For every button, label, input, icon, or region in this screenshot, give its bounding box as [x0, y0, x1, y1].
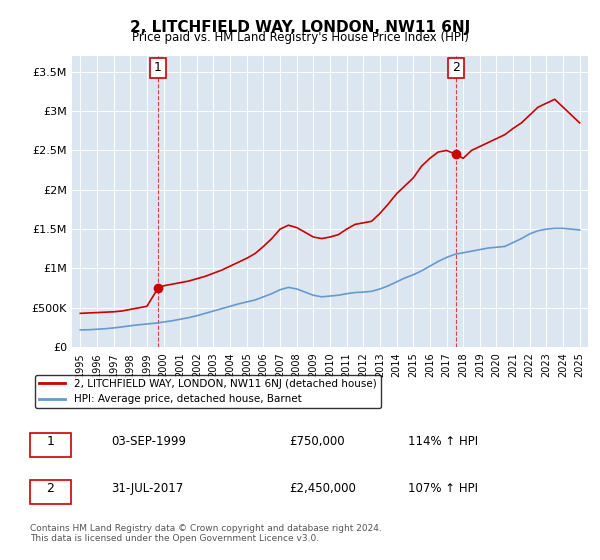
Text: 1: 1 [154, 61, 162, 74]
Text: Contains HM Land Registry data © Crown copyright and database right 2024.
This d: Contains HM Land Registry data © Crown c… [30, 524, 382, 543]
Text: 114% ↑ HPI: 114% ↑ HPI [408, 435, 478, 448]
Text: 31-JUL-2017: 31-JUL-2017 [111, 483, 183, 496]
Legend: 2, LITCHFIELD WAY, LONDON, NW11 6NJ (detached house), HPI: Average price, detach: 2, LITCHFIELD WAY, LONDON, NW11 6NJ (det… [35, 375, 380, 408]
Text: Price paid vs. HM Land Registry's House Price Index (HPI): Price paid vs. HM Land Registry's House … [131, 31, 469, 44]
FancyBboxPatch shape [30, 480, 71, 504]
Text: 1: 1 [47, 435, 55, 448]
FancyBboxPatch shape [30, 432, 71, 457]
Text: 2: 2 [47, 483, 55, 496]
Text: 107% ↑ HPI: 107% ↑ HPI [408, 483, 478, 496]
Text: £2,450,000: £2,450,000 [289, 483, 356, 496]
Text: 03-SEP-1999: 03-SEP-1999 [111, 435, 186, 448]
Text: 2: 2 [452, 61, 460, 74]
Text: £750,000: £750,000 [289, 435, 345, 448]
Text: 2, LITCHFIELD WAY, LONDON, NW11 6NJ: 2, LITCHFIELD WAY, LONDON, NW11 6NJ [130, 20, 470, 35]
